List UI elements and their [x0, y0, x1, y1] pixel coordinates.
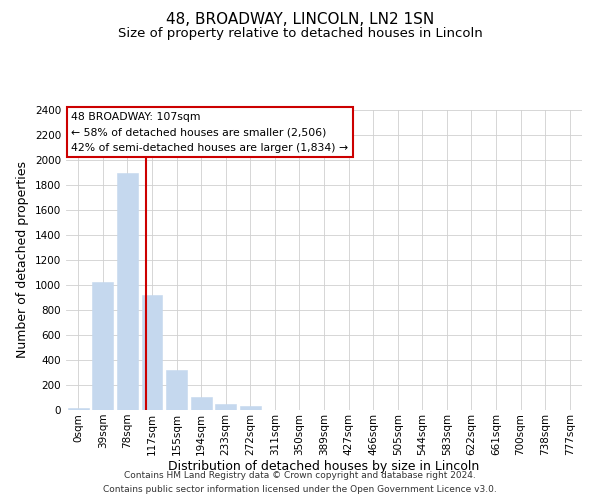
Text: Size of property relative to detached houses in Lincoln: Size of property relative to detached ho… [118, 28, 482, 40]
Text: 48, BROADWAY, LINCOLN, LN2 1SN: 48, BROADWAY, LINCOLN, LN2 1SN [166, 12, 434, 28]
Text: Contains public sector information licensed under the Open Government Licence v3: Contains public sector information licen… [103, 484, 497, 494]
Bar [117, 172, 138, 410]
Text: Contains HM Land Registry data © Crown copyright and database right 2024.: Contains HM Land Registry data © Crown c… [124, 472, 476, 480]
Bar [166, 370, 187, 410]
X-axis label: Distribution of detached houses by size in Lincoln: Distribution of detached houses by size … [169, 460, 479, 473]
Y-axis label: Number of detached properties: Number of detached properties [16, 162, 29, 358]
Bar [215, 404, 236, 410]
Bar [142, 295, 163, 410]
Bar [92, 282, 113, 410]
Text: 48 BROADWAY: 107sqm
← 58% of detached houses are smaller (2,506)
42% of semi-det: 48 BROADWAY: 107sqm ← 58% of detached ho… [71, 112, 348, 152]
Bar [68, 408, 89, 410]
Bar [191, 397, 212, 410]
Bar [240, 406, 261, 410]
